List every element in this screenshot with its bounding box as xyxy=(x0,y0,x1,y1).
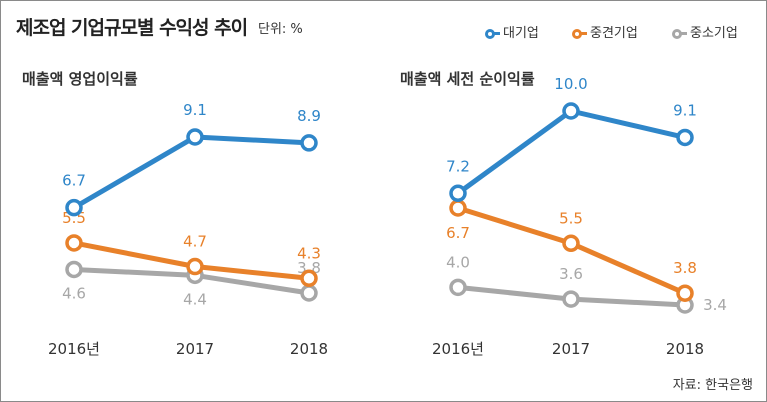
chart-1-x-tick-1: 2017 xyxy=(552,340,590,358)
chart-1-x-tick-0: 2016년 xyxy=(432,340,484,358)
chart-1-data-label-1-0: 6.7 xyxy=(446,224,470,242)
chart-0-data-label-0-0: 6.7 xyxy=(62,172,86,190)
left-chart-subtitle: 매출액 영업이익률 xyxy=(22,70,138,88)
chart-1-point-0-1 xyxy=(562,102,580,120)
chart-0-point-0-1 xyxy=(186,128,204,146)
chart-0-point-1-1 xyxy=(186,257,204,276)
chart-1-data-label-1-1: 5.5 xyxy=(559,209,583,227)
chart-0-line-0 xyxy=(72,134,310,210)
chart-0-data-label-2-0: 4.6 xyxy=(62,284,86,302)
source-note: 자료: 한국은행 xyxy=(672,378,753,393)
legend-item-small: 중소기업 xyxy=(672,22,738,41)
chart-1-point-2-1 xyxy=(562,290,580,308)
chart-1-point-1-2 xyxy=(676,284,694,302)
legend-item-large: 대기업 xyxy=(485,22,539,41)
chart-1-point-1-0 xyxy=(449,199,467,217)
chart-0-data-label-0-2: 8.9 xyxy=(297,107,321,125)
chart-1-data-label-0-2: 9.1 xyxy=(673,101,697,119)
chart-1-point-1-1 xyxy=(562,234,580,253)
legend-label-large: 대기업 xyxy=(503,26,539,41)
chart-1-x-tick-2: 2018 xyxy=(666,340,704,358)
chart-1-point-0-0 xyxy=(449,184,467,203)
chart-0-data-label-1-1: 4.7 xyxy=(183,233,207,251)
chart-0-point-1-0 xyxy=(65,234,83,252)
chart-1-data-label-0-1: 10.0 xyxy=(554,75,587,93)
chart-1-point-2-0 xyxy=(449,278,467,297)
chart-1-data-label-0-0: 7.2 xyxy=(446,157,470,175)
chart-0-x-tick-2: 2018 xyxy=(290,340,328,358)
unit-label: 단위: % xyxy=(258,22,303,37)
chart-0-data-label-0-1: 9.1 xyxy=(183,101,207,119)
chart-title: 제조업 기업규모별 수익성 추이 xyxy=(16,17,248,39)
chart-1-data-label-2-2: 3.4 xyxy=(703,296,727,314)
chart-0-point-2-2 xyxy=(300,284,318,302)
chart-0-x-tick-0: 2016년 xyxy=(48,340,100,358)
chart-1-point-0-2 xyxy=(676,128,694,147)
chart-0-point-1-2 xyxy=(300,269,318,288)
chart-0-point-0-0 xyxy=(65,198,83,217)
chart-0-x-tick-1: 2017 xyxy=(176,340,214,358)
chart-1-data-label-1-2: 3.8 xyxy=(673,259,697,277)
right-chart-subtitle: 매출액 세전 순이익률 xyxy=(400,70,535,88)
chart-0-point-0-2 xyxy=(300,134,318,152)
chart-0-point-2-0 xyxy=(65,260,83,279)
legend-label-small: 중소기업 xyxy=(690,26,738,41)
legend-label-mid: 중견기업 xyxy=(590,26,638,41)
chart-1-data-label-2-0: 4.0 xyxy=(446,253,470,271)
chart-0-data-label-2-1: 4.4 xyxy=(183,290,207,308)
chart-1-data-label-2-1: 3.6 xyxy=(559,265,583,283)
chart-1-line-0 xyxy=(456,108,686,196)
legend-item-mid: 중견기업 xyxy=(572,22,638,41)
chart-0-data-label-1-2: 4.3 xyxy=(297,244,321,262)
